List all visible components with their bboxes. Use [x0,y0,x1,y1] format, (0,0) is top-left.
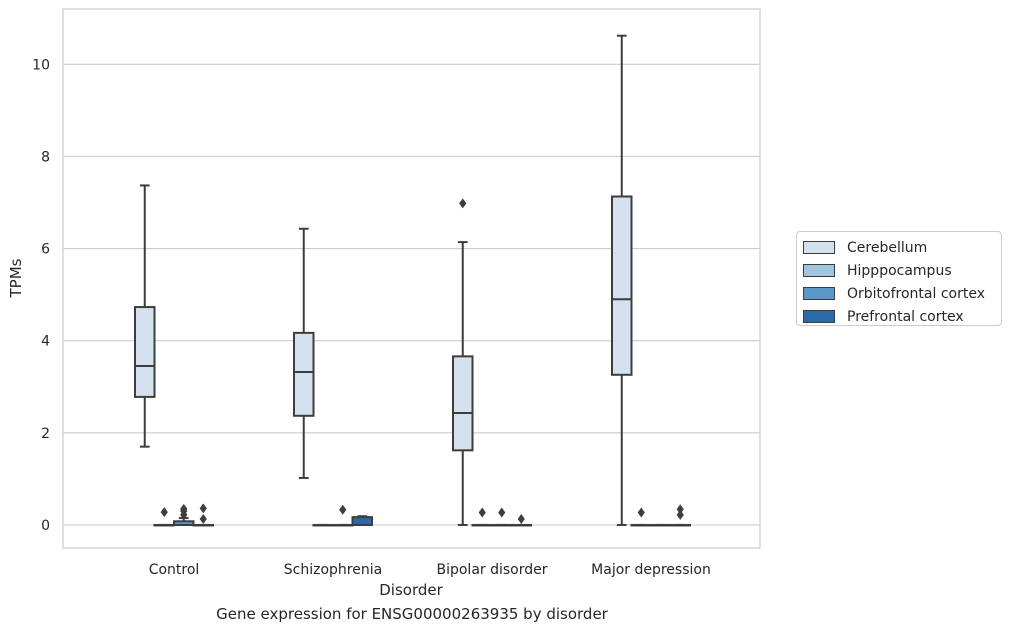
box-iqr [452,355,474,452]
x-axis-label: Disorder [379,581,443,599]
x-tick-label: Control [149,562,200,578]
chart-caption: Gene expression for ENSG00000263935 by d… [216,605,608,623]
outlier-point [498,507,506,518]
y-axis-label: TPMs [7,258,25,298]
legend-label-orbitofrontal-cortex: Orbitofrontal cortex [847,285,985,302]
box-cerebellum [134,184,156,448]
box-hipppocampus [153,507,175,527]
y-tick-label: 6 [41,242,50,258]
legend: Cerebellum Hipppocampus Orbitofrontal co… [796,231,1002,326]
plot-frame [62,8,761,549]
y-tick-label: 4 [41,334,50,350]
box-hipppocampus [630,507,652,527]
legend-item-cerebellum: Cerebellum [803,236,1001,259]
legend-swatch-orbitofrontal-cortex [803,287,835,300]
legend-label-prefrontal-cortex: Prefrontal cortex [847,308,964,325]
box-cerebellum [611,34,633,526]
legend-item-hippocampus: Hipppocampus [803,259,1001,282]
box-hipppocampus [471,507,493,527]
box-hipppocampus [312,523,334,527]
box-orbitofrontal-cortex [332,504,354,527]
legend-swatch-cerebellum [803,241,835,254]
legend-item-prefrontal-cortex: Prefrontal cortex [803,305,1001,328]
y-tick-labels: 0 2 4 6 8 10 [32,57,50,534]
outlier-point [160,507,168,518]
outlier-point [339,504,347,515]
box-prefrontal-cortex [510,513,532,527]
outlier-point [180,503,188,514]
y-tick-label: 0 [41,518,50,534]
outlier-point [517,513,525,524]
box-prefrontal-cortex [192,503,214,527]
y-tick-label: 2 [41,426,50,442]
box-orbitofrontal-cortex [173,503,195,526]
outlier-point [676,509,684,520]
box-iqr [611,195,633,376]
y-tick-label: 10 [32,57,50,73]
x-tick-label: Bipolar disorder [436,562,547,578]
legend-swatch-hippocampus [803,264,835,277]
outlier-point [459,198,467,209]
y-tick-label: 8 [41,149,50,165]
outlier-point [199,503,207,514]
box-cerebellum [452,198,474,526]
legend-label-cerebellum: Cerebellum [847,239,928,256]
legend-item-orbitofrontal-cortex: Orbitofrontal cortex [803,282,1001,305]
x-tick-labels: Control Schizophrenia Bipolar disorder Majo… [149,562,711,578]
box-iqr [351,516,373,526]
legend-label-hippocampus: Hipppocampus [847,262,952,279]
outlier-point [676,504,684,515]
box-iqr [293,331,315,417]
outlier-point [637,507,645,518]
box-orbitofrontal-cortex [491,507,513,527]
box-prefrontal-cortex [351,515,373,526]
x-tick-label: Major depression [591,562,711,578]
box-iqr [134,306,156,398]
legend-swatch-prefrontal-cortex [803,310,835,323]
box-prefrontal-cortex [669,504,691,527]
outlier-point [478,507,486,518]
box-orbitofrontal-cortex [650,523,672,527]
x-tick-label: Schizophrenia [284,562,382,578]
outlier-point [199,513,207,524]
box-cerebellum [293,227,315,479]
box-marks [134,34,691,527]
gridlines [63,63,760,526]
